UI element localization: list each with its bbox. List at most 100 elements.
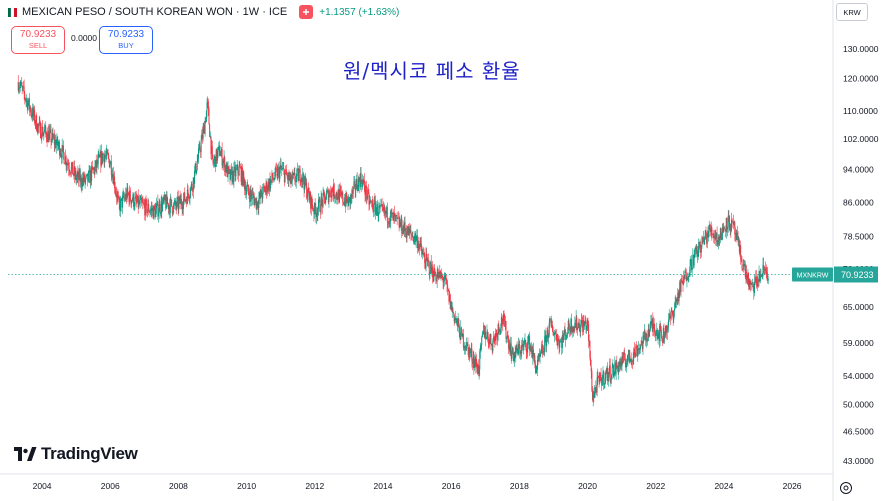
candle-body	[673, 310, 675, 320]
candle-body	[456, 318, 458, 320]
candle-body	[567, 333, 569, 335]
candle-body	[22, 86, 24, 88]
candle-body	[332, 191, 334, 197]
candle-body	[346, 199, 348, 202]
candle-body	[626, 359, 628, 363]
sell-button[interactable]: 70.9233 SELL	[11, 26, 65, 54]
candle-body	[364, 189, 366, 196]
candle-body	[306, 183, 308, 199]
candle-body	[413, 239, 415, 243]
candle-body	[559, 342, 561, 348]
candle-body	[592, 394, 594, 400]
candle-body	[736, 232, 738, 239]
candle-body	[667, 325, 669, 328]
candle-body	[678, 290, 680, 302]
candle-body	[480, 344, 482, 347]
candle-body	[573, 326, 575, 333]
candle-body	[433, 268, 435, 281]
candle-body	[369, 201, 371, 205]
candle-body	[261, 196, 263, 199]
candle-body	[483, 325, 485, 338]
currency-select[interactable]: KRW	[836, 3, 868, 21]
candle-body	[367, 189, 369, 193]
candle-body	[130, 199, 132, 204]
candle-body	[696, 250, 698, 257]
candle-body	[605, 372, 607, 374]
candle-body	[295, 180, 297, 182]
candle-body	[203, 125, 205, 134]
candle-body	[46, 138, 48, 142]
candle-body	[293, 173, 295, 176]
candle-body	[59, 153, 61, 156]
settings-gear-icon[interactable]	[838, 480, 854, 496]
candle-body	[287, 176, 289, 181]
candle-body	[274, 177, 276, 180]
candle-body	[348, 197, 350, 207]
candle-body	[366, 197, 368, 199]
candle-body	[603, 383, 605, 385]
candle-body	[381, 204, 383, 205]
last-price-marker: MXNKRW 70.9233	[8, 266, 878, 283]
candle-body	[569, 328, 571, 331]
candle-body	[64, 163, 66, 165]
tradingview-watermark[interactable]: TradingView	[13, 444, 138, 464]
candle-body	[407, 226, 409, 234]
candle-body	[614, 362, 616, 374]
symbol-title[interactable]: MEXICAN PESO / SOUTH KOREAN WON · 1W · I…	[22, 6, 288, 18]
candle-body	[493, 336, 495, 341]
candle-body	[757, 279, 759, 287]
candle-body	[229, 170, 231, 180]
candle-body	[378, 205, 380, 216]
candle-body	[662, 327, 664, 343]
candle-body	[314, 202, 316, 215]
candle-body	[40, 137, 42, 139]
candle-body	[161, 201, 163, 212]
candle-body	[352, 187, 354, 194]
candle-body	[35, 115, 37, 124]
candle-body	[402, 225, 404, 234]
candle-body	[574, 322, 576, 328]
candle-body	[527, 340, 529, 343]
candle-body	[457, 319, 459, 327]
candle-body	[458, 326, 460, 338]
candle-body	[748, 272, 750, 287]
candle-body	[445, 274, 447, 279]
candle-body	[545, 334, 547, 347]
candle-body	[230, 169, 232, 171]
candle-body	[634, 354, 636, 356]
candle-body	[542, 345, 544, 353]
candle-body	[212, 154, 214, 163]
candle-body	[30, 113, 32, 114]
buy-button[interactable]: 70.9233 BUY	[99, 26, 153, 54]
candle-body	[409, 227, 411, 232]
candle-body	[264, 188, 266, 193]
candle-body	[553, 334, 555, 336]
candle-body	[323, 192, 325, 197]
candle-body	[380, 205, 382, 207]
candle-body	[222, 163, 224, 166]
candle-body	[586, 319, 588, 326]
candle-body	[49, 130, 51, 133]
candle-body	[407, 226, 409, 236]
candle-body	[172, 212, 174, 214]
candle-body	[357, 177, 359, 191]
candle-body	[642, 335, 644, 349]
candle-body	[702, 237, 704, 241]
candle-body	[177, 197, 179, 209]
candle-body	[577, 323, 579, 328]
candle-body	[690, 259, 692, 260]
candle-body	[286, 174, 288, 177]
candle-body	[749, 281, 751, 285]
candle-body	[123, 194, 125, 199]
candle-body	[560, 340, 562, 342]
candle-body	[681, 280, 683, 282]
candle-body	[157, 201, 159, 217]
candle-body	[665, 325, 667, 332]
candle-body	[93, 168, 95, 170]
candle-body	[759, 274, 761, 282]
candle-body	[556, 340, 558, 346]
candle-body	[220, 152, 222, 156]
candle-body	[262, 186, 264, 199]
candle-body	[496, 333, 498, 340]
